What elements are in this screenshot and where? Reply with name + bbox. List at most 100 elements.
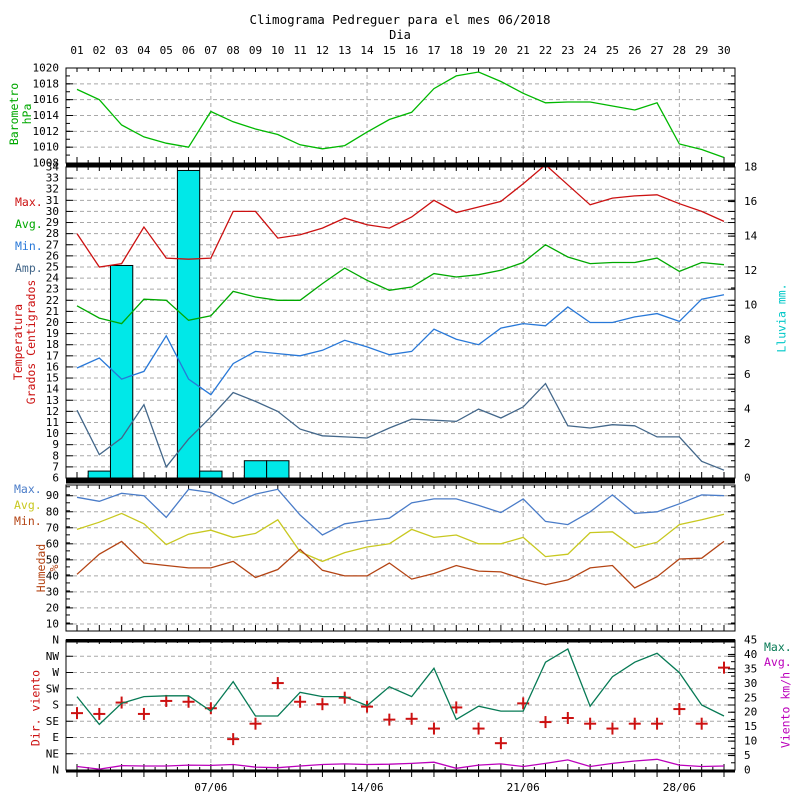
panel-series-temperatura bbox=[76, 166, 725, 479]
svg-text:19: 19 bbox=[472, 44, 485, 57]
svg-text:80: 80 bbox=[46, 505, 59, 518]
temperature-axis-title: Temperatura Grados Centigrados bbox=[11, 279, 38, 405]
svg-text:34: 34 bbox=[46, 161, 60, 174]
svg-text:24: 24 bbox=[584, 44, 598, 57]
panel-separator bbox=[66, 639, 735, 643]
svg-text:NE: NE bbox=[46, 747, 59, 760]
svg-text:18: 18 bbox=[450, 44, 463, 57]
series-temperatura-min bbox=[76, 294, 725, 396]
svg-text:28: 28 bbox=[673, 44, 686, 57]
svg-text:16: 16 bbox=[46, 360, 59, 373]
svg-text:S: S bbox=[52, 699, 59, 712]
svg-text:SE: SE bbox=[46, 715, 59, 728]
svg-text:40: 40 bbox=[46, 569, 59, 582]
series-barometro-presion bbox=[76, 71, 725, 159]
svg-text:SW: SW bbox=[46, 682, 60, 695]
svg-text:04: 04 bbox=[137, 44, 151, 57]
legend-humidity-avg: Avg. bbox=[14, 498, 42, 512]
legend-wind-max: Max. bbox=[764, 640, 792, 654]
legend-humidity-min: Min. bbox=[14, 514, 42, 528]
chart-title: Climograma Pedreguer para el mes 06/2018 bbox=[249, 12, 551, 27]
svg-text:15: 15 bbox=[46, 372, 59, 385]
svg-text:8: 8 bbox=[744, 333, 751, 346]
svg-text:13: 13 bbox=[338, 44, 351, 57]
svg-text:1020: 1020 bbox=[33, 62, 60, 75]
svg-text:14: 14 bbox=[360, 44, 374, 57]
svg-text:01: 01 bbox=[70, 44, 83, 57]
svg-text:06: 06 bbox=[182, 44, 195, 57]
svg-text:11: 11 bbox=[46, 416, 59, 429]
svg-text:4: 4 bbox=[744, 402, 751, 415]
svg-text:30: 30 bbox=[717, 44, 730, 57]
series-humedad-min bbox=[76, 540, 725, 589]
series-temperatura-avg bbox=[76, 244, 725, 325]
svg-text:22: 22 bbox=[539, 44, 552, 57]
svg-text:90: 90 bbox=[46, 489, 59, 502]
svg-text:15: 15 bbox=[744, 720, 757, 733]
rain-bar bbox=[199, 470, 223, 479]
series-temperatura-max bbox=[76, 166, 725, 268]
svg-text:9: 9 bbox=[52, 438, 59, 451]
series-temperatura-amp bbox=[76, 382, 725, 471]
svg-text:10: 10 bbox=[46, 617, 59, 630]
svg-text:1012: 1012 bbox=[33, 125, 60, 138]
svg-text:12: 12 bbox=[316, 44, 329, 57]
svg-text:31: 31 bbox=[46, 194, 59, 207]
svg-text:07: 07 bbox=[204, 44, 217, 57]
svg-text:45: 45 bbox=[744, 634, 757, 647]
svg-text:24: 24 bbox=[46, 272, 60, 285]
wind-direction-axis-title: Dir. viento bbox=[28, 669, 43, 747]
panel-separator bbox=[66, 478, 735, 484]
svg-text:25: 25 bbox=[46, 260, 59, 273]
legend-wind-avg: Avg. bbox=[764, 655, 792, 669]
svg-text:14: 14 bbox=[46, 383, 60, 396]
svg-text:2: 2 bbox=[744, 437, 751, 450]
svg-text:26: 26 bbox=[46, 249, 59, 262]
svg-text:30: 30 bbox=[46, 205, 59, 218]
svg-text:27: 27 bbox=[46, 238, 59, 251]
wind-speed-axis-title: Viento km/h bbox=[778, 671, 793, 749]
svg-text:21: 21 bbox=[517, 44, 530, 57]
svg-text:23: 23 bbox=[561, 44, 574, 57]
panel-humedad: 90 80 70 60 50 40 30 20 10 bbox=[46, 484, 736, 632]
rain-bar bbox=[243, 460, 268, 479]
svg-text:02: 02 bbox=[93, 44, 106, 57]
panel-temperatura: 3433323130292827262524232221201918171615… bbox=[46, 161, 758, 485]
svg-text:20: 20 bbox=[494, 44, 507, 57]
svg-text:40: 40 bbox=[744, 648, 757, 661]
svg-text:1008: 1008 bbox=[33, 157, 60, 170]
svg-text:05: 05 bbox=[160, 44, 173, 57]
panel-separator bbox=[66, 163, 735, 167]
svg-text:7: 7 bbox=[52, 460, 59, 473]
svg-text:21/06: 21/06 bbox=[507, 781, 540, 794]
svg-text:5: 5 bbox=[744, 749, 751, 762]
svg-text:16: 16 bbox=[744, 195, 757, 208]
svg-text:21: 21 bbox=[46, 305, 59, 318]
svg-text:20: 20 bbox=[46, 316, 59, 329]
panel-series-barometro bbox=[76, 71, 725, 159]
svg-text:27: 27 bbox=[650, 44, 663, 57]
svg-text:15: 15 bbox=[383, 44, 396, 57]
svg-text:10: 10 bbox=[271, 44, 284, 57]
svg-text:19: 19 bbox=[46, 327, 59, 340]
svg-text:22: 22 bbox=[46, 294, 59, 307]
svg-text:20: 20 bbox=[744, 706, 757, 719]
svg-text:11: 11 bbox=[293, 44, 306, 57]
svg-text:N: N bbox=[52, 634, 59, 647]
x-axis-title: Dia bbox=[389, 28, 411, 42]
svg-text:30: 30 bbox=[46, 585, 59, 598]
svg-text:18: 18 bbox=[744, 161, 757, 174]
series-viento-avg bbox=[76, 758, 725, 770]
series-humedad-max bbox=[76, 488, 725, 536]
svg-text:0: 0 bbox=[744, 472, 751, 485]
panel-separator bbox=[66, 770, 735, 773]
barometer-axis-title: Barometro hPa bbox=[7, 82, 34, 146]
svg-text:12: 12 bbox=[744, 264, 757, 277]
rain-axis-title: Lluvia mm. bbox=[774, 283, 789, 353]
svg-text:29: 29 bbox=[46, 216, 59, 229]
legend-temp-amp: Amp. bbox=[15, 261, 43, 275]
svg-text:07/06: 07/06 bbox=[194, 781, 227, 794]
